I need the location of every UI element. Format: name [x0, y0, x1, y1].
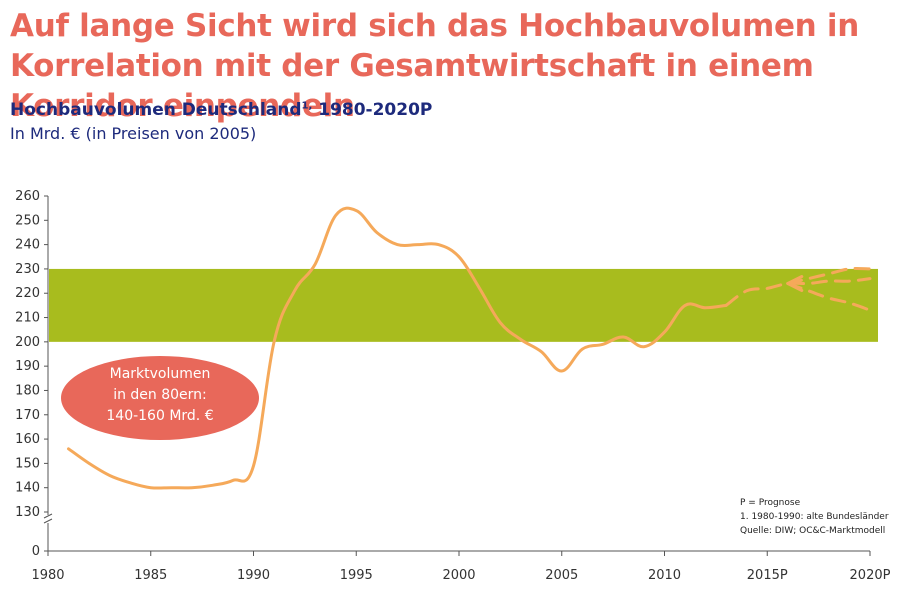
x-tick-label: 1980 — [31, 568, 64, 583]
axis-break-mark — [43, 513, 53, 519]
footnote-line: P = Prognose — [740, 498, 801, 508]
annotation-line: Marktvolumen — [110, 366, 211, 382]
y-tick-label: 150 — [15, 456, 40, 471]
x-tick-label: 2015P — [747, 568, 788, 583]
y-tick-label: 190 — [15, 359, 40, 374]
history-line — [67, 206, 728, 490]
chart-headline: Auf lange Sicht wird sich das Hochbauvol… — [10, 8, 860, 124]
corridor-band — [49, 268, 878, 342]
axis-break-mark — [43, 518, 53, 524]
y-tick-label: 0 — [32, 544, 40, 559]
forecast-arrowhead — [786, 275, 804, 293]
x-tick-label: 2010 — [648, 568, 681, 583]
forecast-line-1 — [724, 277, 872, 307]
subtitle-text: Hochbauvolumen Deutschland — [10, 100, 302, 120]
annotation-line: 140-160 Mrd. € — [106, 408, 213, 424]
x-tick-label: 1990 — [237, 568, 270, 583]
y-tick-label: 140 — [15, 481, 40, 496]
subtitle-footnote-mark: 1, — [301, 100, 313, 112]
footnote-line: Quelle: DIW; OC&C-Marktmodell — [740, 526, 885, 536]
annotation-oval — [61, 356, 259, 440]
x-tick-label: 2000 — [442, 568, 475, 583]
footnote-line: 1. 1980-1990: alte Bundesländer — [740, 512, 889, 522]
x-tick-label: 2020P — [850, 568, 891, 583]
subtitle-range: 1980-2020P — [312, 100, 433, 120]
y-tick-label: 220 — [15, 286, 40, 301]
forecast-line-3 — [786, 282, 872, 312]
y-tick-label: 180 — [15, 383, 40, 398]
x-tick-label: 1995 — [340, 568, 373, 583]
y-tick-label: 130 — [15, 505, 40, 520]
y-tick-label: 200 — [15, 335, 40, 350]
y-tick-label: 240 — [15, 238, 40, 253]
chart-unit: In Mrd. € (in Preisen von 2005) — [10, 124, 257, 143]
y-tick-label: 210 — [15, 311, 40, 326]
y-tick-label: 250 — [15, 213, 40, 228]
y-tick-label: 160 — [15, 432, 40, 447]
y-tick-label: 170 — [15, 408, 40, 423]
annotation-line: in den 80ern: — [113, 387, 207, 403]
y-tick-label: 230 — [15, 262, 40, 277]
chart-subtitle: Hochbauvolumen Deutschland1, 1980-2020P — [10, 100, 432, 120]
x-tick-label: 1985 — [134, 568, 167, 583]
forecast-line-2 — [786, 267, 872, 285]
y-tick-label: 260 — [15, 189, 40, 204]
x-tick-label: 2005 — [545, 568, 578, 583]
